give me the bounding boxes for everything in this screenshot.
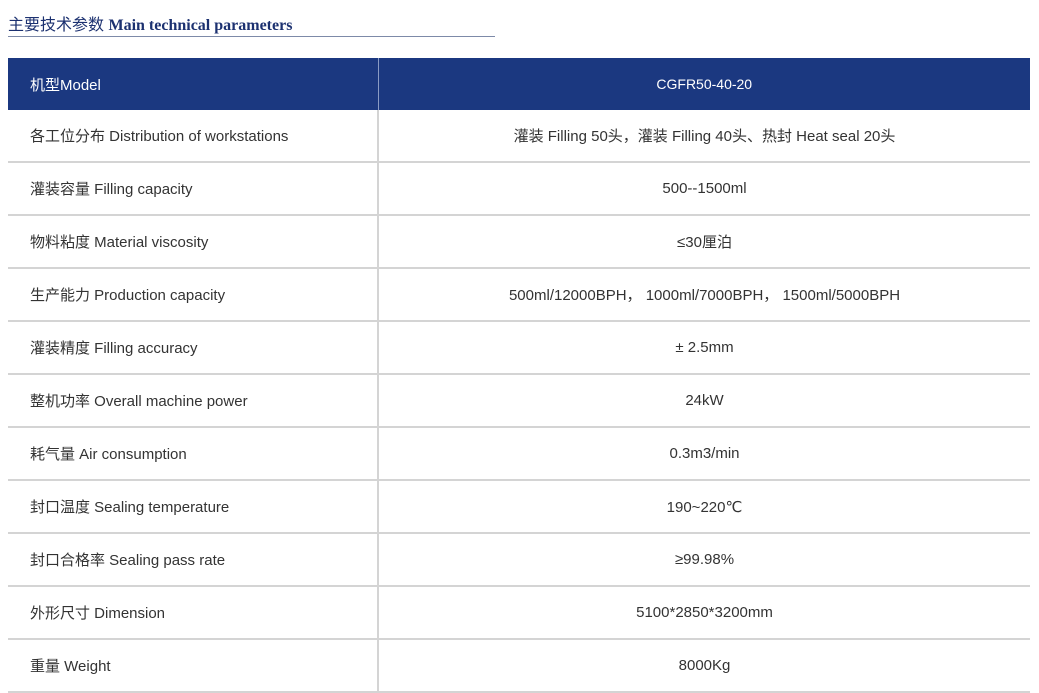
parameter-label: 封口温度 Sealing temperature xyxy=(8,480,379,534)
parameter-value: 8000Kg xyxy=(378,639,1030,693)
parameter-value: 0.3m3/min xyxy=(378,427,1030,481)
parameter-label: 重量 Weight xyxy=(8,639,379,693)
section-title-en: Main technical parameters xyxy=(108,17,293,34)
table-row: 灌装精度 Filling accuracy ± 2.5mm xyxy=(8,321,1030,375)
table-row: 耗气量 Air consumption 0.3m3/min xyxy=(8,427,1030,481)
section-title: 主要技术参数 Main technical parameters xyxy=(8,11,292,35)
parameter-label: 耗气量 Air consumption xyxy=(8,427,379,481)
parameter-label: 各工位分布 Distribution of workstations xyxy=(8,110,379,163)
title-divider xyxy=(8,36,495,37)
table-row: 封口合格率 Sealing pass rate ≥99.98% xyxy=(8,533,1030,587)
header-value: CGFR50-40-20 xyxy=(378,58,1030,110)
table-row: 物料粘度 Material viscosity ≤30厘泊 xyxy=(8,215,1030,269)
section-title-zh: 主要技术参数 xyxy=(8,17,105,34)
parameter-value: ≥99.98% xyxy=(378,533,1030,587)
parameter-value: 灌装 Filling 50头，灌装 Filling 40头、热封 Heat se… xyxy=(378,110,1030,163)
parameter-label: 整机功率 Overall machine power xyxy=(8,374,379,428)
header-label: 机型Model xyxy=(8,58,379,110)
parameter-label: 封口合格率 Sealing pass rate xyxy=(8,533,379,587)
parameter-label: 物料粘度 Material viscosity xyxy=(8,215,379,269)
table-header-row: 机型Model CGFR50-40-20 xyxy=(8,58,1030,110)
parameter-value: 5100*2850*3200mm xyxy=(378,586,1030,640)
table-row: 外形尺寸 Dimension 5100*2850*3200mm xyxy=(8,586,1030,640)
parameter-label: 生产能力 Production capacity xyxy=(8,268,379,322)
parameter-label: 灌装容量 Filling capacity xyxy=(8,162,379,216)
parameter-label: 灌装精度 Filling accuracy xyxy=(8,321,379,375)
table-row: 重量 Weight 8000Kg xyxy=(8,639,1030,693)
table-row: 封口温度 Sealing temperature 190~220℃ xyxy=(8,480,1030,534)
parameter-value: 24kW xyxy=(378,374,1030,428)
parameter-value: ± 2.5mm xyxy=(378,321,1030,375)
table-row: 各工位分布 Distribution of workstations 灌装 Fil… xyxy=(8,110,1030,163)
parameter-value: 500--1500ml xyxy=(378,162,1030,216)
parameter-value: 500ml/12000BPH， 1000ml/7000BPH， 1500ml/5… xyxy=(378,268,1030,322)
parameters-table: 机型Model CGFR50-40-20 各工位分布 Distribution … xyxy=(8,58,1030,693)
parameter-value: ≤30厘泊 xyxy=(378,215,1030,269)
table-row: 整机功率 Overall machine power 24kW xyxy=(8,374,1030,428)
parameter-label: 外形尺寸 Dimension xyxy=(8,586,379,640)
table-row: 灌装容量 Filling capacity 500--1500ml xyxy=(8,162,1030,216)
table-row: 生产能力 Production capacity 500ml/12000BPH， … xyxy=(8,268,1030,322)
parameter-value: 190~220℃ xyxy=(378,480,1030,534)
